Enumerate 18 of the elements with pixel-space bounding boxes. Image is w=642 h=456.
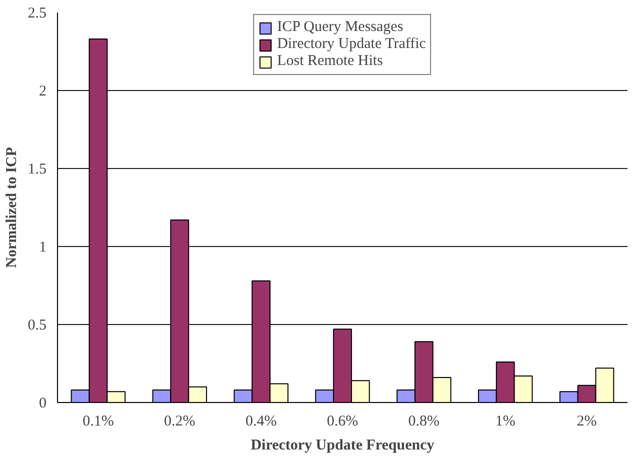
y-tick-label: 0.5 <box>28 318 46 334</box>
y-tick-label: 0 <box>39 396 46 412</box>
legend-label: ICP Query Messages <box>277 19 404 36</box>
legend-label: Directory Update Traffic <box>277 36 426 53</box>
y-tick-label: 2 <box>39 84 46 100</box>
y-tick-label: 1 <box>39 240 46 256</box>
y-tick-label: 1.5 <box>28 162 46 178</box>
x-tick-label: 0.4% <box>245 414 277 430</box>
y-tick-label: 2.5 <box>28 6 46 22</box>
x-tick-label: 1% <box>495 414 516 430</box>
x-tick-label: 2% <box>576 414 597 430</box>
x-axis-title: Directory Update Frequency <box>250 438 435 454</box>
x-tick-label: 0.1% <box>82 414 114 430</box>
y-axis-title: Normalized to ICP <box>4 147 20 268</box>
legend-label: Lost Remote Hits <box>277 53 383 70</box>
x-tick-label: 0.6% <box>326 414 358 430</box>
x-tick-label: 0.8% <box>408 414 440 430</box>
x-tick-label: 0.2% <box>164 414 196 430</box>
